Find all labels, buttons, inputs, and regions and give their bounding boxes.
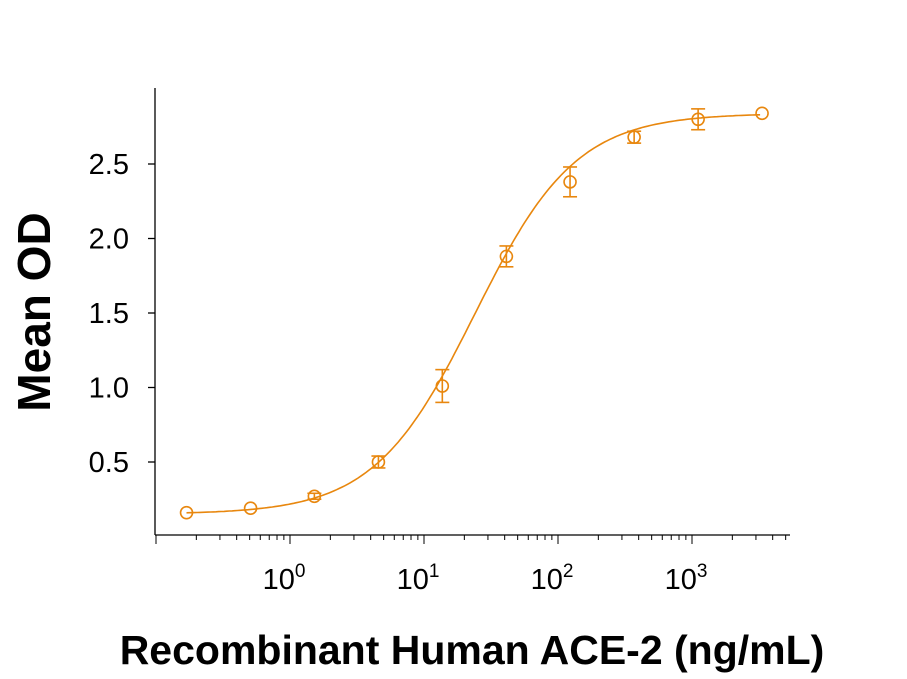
y-tick-label: 2.0 <box>89 224 129 256</box>
data-point <box>435 379 450 393</box>
y-tick-label: 1.5 <box>89 298 129 330</box>
x-tick-label: 103 <box>665 561 708 596</box>
data-point <box>499 249 514 264</box>
data-point <box>563 175 577 189</box>
axes: 0.5 1.0 1.5 2.0 2.5 100 101 102 103 <box>89 88 790 596</box>
y-tick-label: 1.0 <box>89 373 129 405</box>
data-point <box>627 130 641 144</box>
data-points <box>179 106 769 520</box>
fit-curve-group <box>186 114 761 514</box>
data-point <box>243 501 258 515</box>
fit-curve <box>186 114 761 514</box>
x-tick-label: 100 <box>263 561 306 596</box>
x-tick-label: 101 <box>397 561 440 596</box>
data-point <box>179 505 194 520</box>
data-point <box>755 106 769 121</box>
y-axis-title: Mean OD <box>8 212 60 411</box>
y-tick-label: 0.5 <box>89 447 129 479</box>
data-point <box>691 112 705 127</box>
data-point <box>371 455 386 469</box>
y-tick-label: 2.5 <box>89 149 129 181</box>
x-axis-title: Recombinant Human ACE-2 (ng/mL) <box>120 627 825 673</box>
data-point <box>307 489 322 504</box>
x-tick-label: 102 <box>531 561 574 596</box>
